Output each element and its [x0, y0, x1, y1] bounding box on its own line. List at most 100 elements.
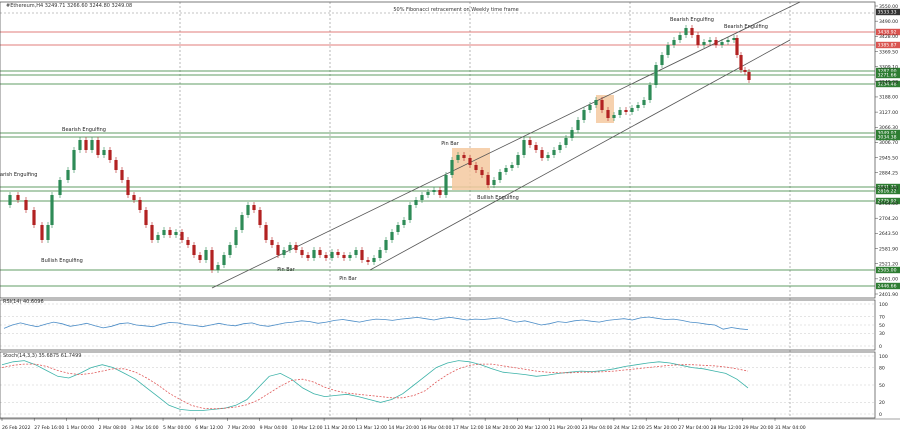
candle-body	[312, 250, 316, 258]
candle-body	[16, 195, 20, 200]
stoch-tick: 20	[879, 400, 885, 406]
level-box	[876, 80, 900, 88]
stoch-main-line	[1, 360, 749, 411]
candle-body	[739, 55, 743, 70]
level-value: 3533.33	[878, 10, 897, 16]
candle-body	[198, 255, 202, 260]
candle-body	[552, 150, 556, 155]
candle-body	[210, 250, 214, 270]
candle-body	[588, 105, 592, 110]
candle-body	[174, 232, 178, 235]
rsi-tick: 30	[879, 331, 885, 337]
candle-body	[46, 225, 50, 240]
price-tick-label: 2643.50	[879, 231, 898, 237]
candle-body	[654, 65, 658, 85]
price-tick-label: 3188.00	[879, 95, 898, 101]
price-tick-label: 2521.20	[879, 261, 898, 267]
level-value: 3287.00	[878, 69, 897, 75]
x-tick-label: 23 Mar 04:00	[582, 425, 613, 431]
candle-body	[576, 120, 580, 130]
price-tick-label: 2764.00	[879, 201, 898, 207]
level-value: 3234.48	[878, 82, 897, 88]
candle-body	[24, 200, 28, 210]
candle-body	[384, 240, 388, 250]
pattern-label: Bearish Engulfing	[670, 17, 714, 23]
candle-body	[648, 85, 652, 100]
candle-body	[444, 175, 448, 195]
candle-body	[270, 240, 274, 245]
candle-body	[144, 210, 148, 225]
price-tick-label: 2945.50	[879, 155, 898, 161]
candle-body	[40, 225, 44, 240]
candle-body	[354, 250, 358, 255]
zone-consolidation	[596, 95, 614, 123]
candle-body	[498, 172, 502, 180]
candle-body	[606, 110, 610, 118]
candle-body	[630, 108, 634, 112]
price-tick-label: 3066.30	[879, 125, 898, 131]
candle-body	[282, 250, 286, 255]
candle-body	[426, 192, 430, 195]
candle-body	[162, 230, 166, 235]
level-value: 3385.87	[878, 43, 897, 49]
candle-body	[84, 140, 88, 150]
level-value: 2446.66	[878, 284, 897, 290]
candlesticks	[8, 25, 751, 273]
candle-body	[108, 150, 112, 160]
price-tick-label: 2704.20	[879, 216, 898, 222]
candle-body	[402, 220, 406, 225]
level-box	[876, 266, 900, 274]
candle-body	[390, 232, 394, 240]
candle-body	[126, 180, 130, 195]
pattern-label: Pin Bar	[339, 276, 358, 282]
candle-body	[32, 210, 36, 225]
x-tick-label: 11 Mar 20:00	[324, 425, 355, 431]
price-tick-label: 3550.00	[879, 4, 898, 10]
candle-body	[468, 158, 472, 165]
candle-body	[342, 255, 346, 258]
candle-body	[156, 235, 160, 240]
candle-body	[660, 55, 664, 65]
candle-body	[90, 140, 94, 150]
x-tick-label: 2 Mar 08:00	[99, 425, 127, 431]
candle-body	[228, 245, 232, 255]
candle-body	[528, 140, 532, 145]
candle-body	[510, 165, 514, 168]
candle-body	[324, 255, 328, 258]
candle-body	[735, 38, 739, 55]
candle-body	[672, 40, 676, 45]
candle-body	[570, 130, 574, 138]
price-tick-label: 3309.10	[879, 64, 898, 70]
panel-frame	[0, 351, 876, 419]
stoch-tick: 50	[879, 383, 885, 389]
candle-body	[696, 35, 700, 45]
symbol-info: #Ethereum,H4 3249.71 3266.60 3244.80 324…	[6, 3, 132, 9]
x-tick-label: 24 Mar 12:00	[614, 425, 645, 431]
candle-body	[96, 140, 100, 155]
x-tick-label: 31 Mar 04:00	[775, 425, 806, 431]
price-tick-label: 3490.00	[879, 19, 898, 25]
candle-body	[66, 170, 70, 180]
candle-body	[624, 110, 628, 112]
level-box	[876, 133, 900, 141]
price-tick-label: 3249.08	[879, 80, 898, 86]
candle-body	[702, 42, 706, 45]
candle-body	[747, 72, 751, 80]
level-box	[876, 71, 900, 79]
candle-body	[462, 155, 466, 158]
x-tick-label: 18 Mar 20:00	[485, 425, 516, 431]
stoch-label: Stoch(14,3,3) 35.6875 61.7499	[3, 353, 81, 359]
level-box	[876, 187, 900, 195]
level-box	[876, 67, 900, 75]
candle-body	[360, 250, 364, 260]
pattern-label: Bearish Engulfing	[62, 127, 106, 133]
price-tick-label: 3127.00	[879, 110, 898, 116]
candle-body	[408, 205, 412, 220]
x-tick-label: 28 Mar 12:00	[711, 425, 742, 431]
candle-body	[372, 258, 376, 262]
candle-body	[708, 40, 712, 42]
candle-body	[642, 100, 646, 105]
candle-body	[600, 100, 604, 110]
candle-body	[420, 195, 424, 200]
candle-body	[150, 225, 154, 240]
